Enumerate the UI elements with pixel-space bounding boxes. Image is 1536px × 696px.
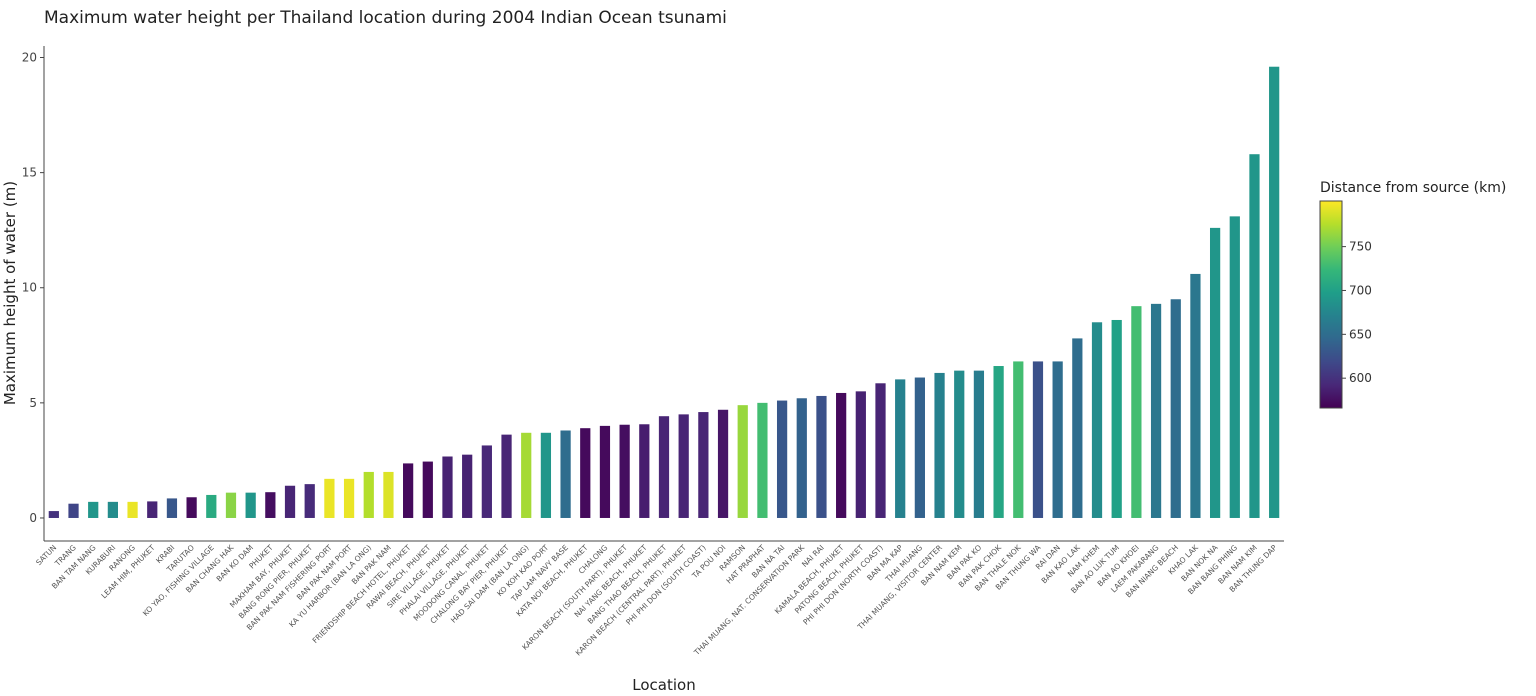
x-axis-title: Location <box>632 676 695 694</box>
bar-50 <box>1032 361 1044 518</box>
bar-49 <box>1013 361 1024 518</box>
bar-12 <box>284 485 296 518</box>
bar-5 <box>147 501 158 518</box>
bars <box>48 66 1280 518</box>
bar-22 <box>481 445 492 518</box>
bar-36 <box>757 402 768 518</box>
bar-19 <box>422 461 433 518</box>
bar-48 <box>993 366 1004 518</box>
bar-15 <box>343 478 355 518</box>
bar-61 <box>1249 154 1260 518</box>
y-tick-label: 5 <box>29 396 37 410</box>
colorbar-tick-label: 650 <box>1349 327 1372 341</box>
bar-9 <box>225 492 237 518</box>
y-tick-label: 15 <box>22 166 37 180</box>
bar-42 <box>875 383 886 518</box>
bar-45 <box>934 372 945 518</box>
bar-44 <box>914 377 925 518</box>
bar-60 <box>1229 216 1240 518</box>
bar-20 <box>442 456 453 518</box>
bar-10 <box>245 492 256 518</box>
colorbar-tick-label: 750 <box>1349 240 1372 254</box>
bar-28 <box>599 425 611 518</box>
colorbar-gradient <box>1319 200 1343 409</box>
bar-2 <box>88 501 99 518</box>
bar-23 <box>501 434 512 518</box>
bar-26 <box>560 430 571 518</box>
bar-18 <box>403 463 414 518</box>
bar-13 <box>304 484 315 518</box>
bar-33 <box>698 412 709 518</box>
bar-3 <box>107 501 118 518</box>
bar-24 <box>521 432 532 518</box>
bar-0 <box>48 511 59 518</box>
bar-8 <box>206 494 217 518</box>
bar-41 <box>855 391 866 518</box>
bar-1 <box>68 503 79 518</box>
colorbar-title: Distance from source (km) <box>1320 180 1506 196</box>
bar-11 <box>265 492 276 518</box>
bar-38 <box>796 398 807 518</box>
bar-31 <box>658 416 670 518</box>
bar-30 <box>639 424 650 518</box>
y-tick-label: 20 <box>22 51 37 65</box>
bar-35 <box>737 405 748 518</box>
bar-25 <box>540 432 552 518</box>
bar-47 <box>973 370 985 518</box>
bar-55 <box>1131 306 1142 518</box>
bar-27 <box>580 428 591 518</box>
bar-53 <box>1091 322 1103 518</box>
y-tick-label: 0 <box>29 511 37 525</box>
bar-52 <box>1072 338 1083 518</box>
chart-title: Maximum water height per Thailand locati… <box>44 8 727 28</box>
bar-40 <box>836 392 847 518</box>
bar-56 <box>1150 303 1162 518</box>
y-axis-title: Maximum height of water (m) <box>1 181 19 405</box>
colorbar-tick-label: 600 <box>1349 371 1372 385</box>
bar-29 <box>619 424 630 518</box>
bar-21 <box>462 454 473 518</box>
bar-54 <box>1111 319 1122 518</box>
colorbar-ticks: 600 650 700 750 <box>1342 240 1372 385</box>
colorbar: Distance from source (km) 600 650 700 750 <box>1319 180 1506 409</box>
bar-46 <box>954 370 965 518</box>
colorbar-tick-label: 700 <box>1349 283 1372 297</box>
y-ticks: 0 5 10 15 20 <box>22 51 44 525</box>
bar-16 <box>363 471 374 518</box>
bar-39 <box>816 395 827 518</box>
y-tick-label: 10 <box>22 281 37 295</box>
bar-34 <box>717 409 729 518</box>
bar-37 <box>776 400 788 518</box>
bar-14 <box>324 478 335 518</box>
bar-32 <box>678 414 689 518</box>
bar-62 <box>1269 66 1280 518</box>
bar-17 <box>383 471 394 518</box>
bar-51 <box>1052 361 1063 518</box>
bar-6 <box>166 498 178 518</box>
bar-43 <box>895 379 906 518</box>
bar-58 <box>1190 273 1201 518</box>
bar-4 <box>127 501 138 518</box>
bar-7 <box>186 497 197 518</box>
bar-59 <box>1209 227 1221 518</box>
bar-57 <box>1170 299 1181 518</box>
